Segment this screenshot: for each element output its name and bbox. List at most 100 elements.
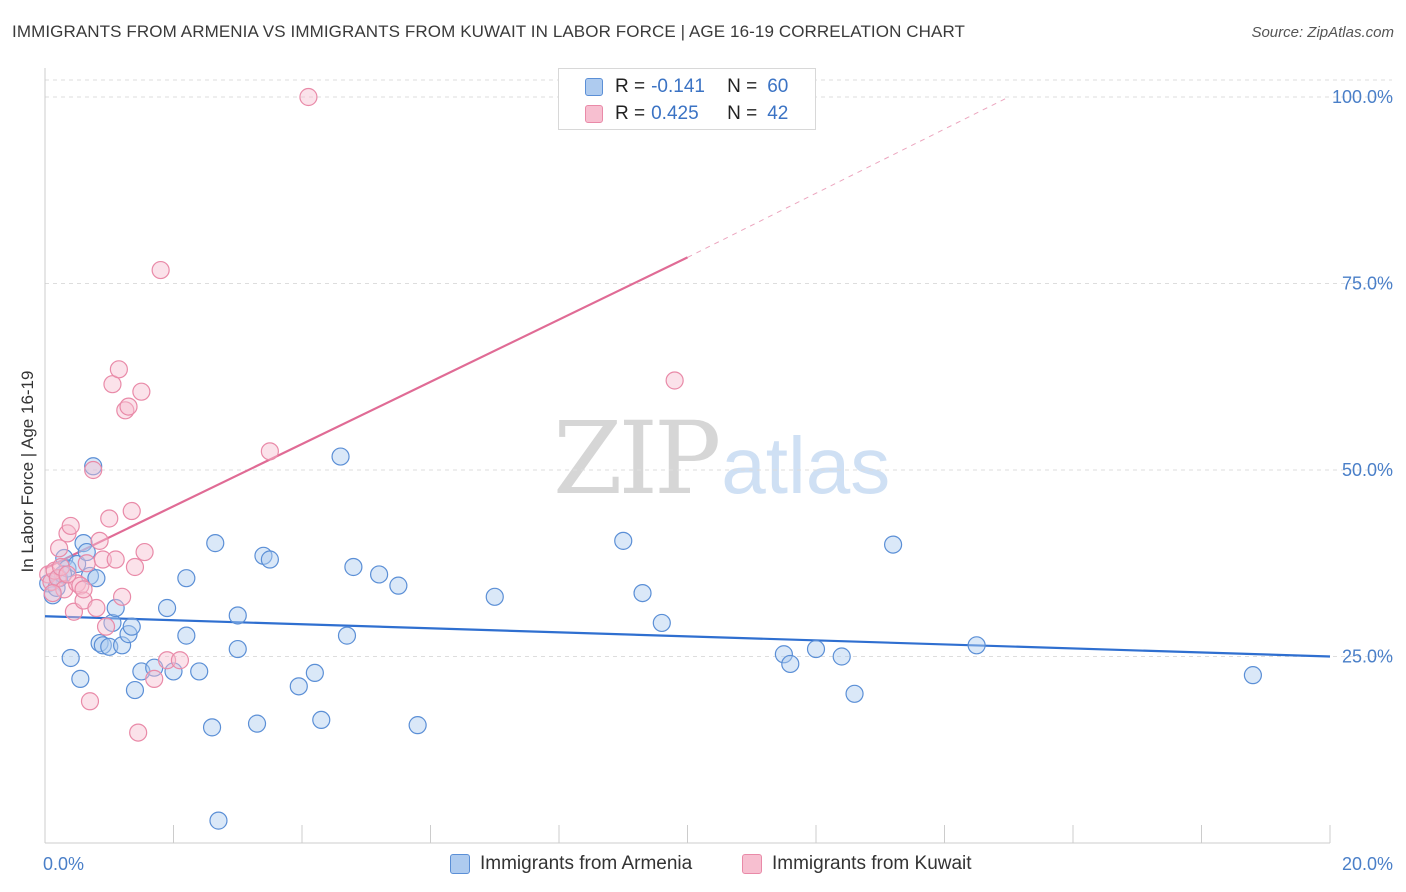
kuwait-point: [90, 531, 109, 550]
armenia-points: [39, 447, 1263, 830]
armenia-point: [832, 647, 851, 666]
armenia-point: [177, 569, 196, 588]
kuwait-point: [157, 651, 177, 670]
armenia-point: [202, 718, 222, 737]
kuwait-point: [50, 539, 69, 558]
kuwait-point: [96, 617, 116, 636]
armenia-point: [93, 636, 112, 655]
grid-lines: [45, 79, 1392, 657]
armenia-point: [408, 716, 427, 735]
kuwait-point: [93, 550, 112, 569]
armenia-point: [344, 557, 363, 577]
armenia-point: [157, 598, 177, 618]
armenia-point: [774, 645, 793, 664]
kuwait-point: [74, 580, 93, 599]
armenia-point: [87, 569, 106, 588]
series-swatch-armenia: [450, 854, 470, 874]
kuwait-point: [106, 550, 125, 569]
kuwait-point: [125, 557, 145, 577]
kuwait-n-value: 42: [767, 103, 789, 124]
kuwait-n-label: N =: [727, 103, 758, 124]
y-tick-label: 75.0%: [1342, 274, 1393, 294]
x-tick-label: 20.0%: [1342, 854, 1393, 874]
armenia-point: [90, 633, 109, 653]
armenia-point: [967, 636, 986, 655]
armenia-swatch: [585, 78, 603, 96]
armenia-point: [190, 662, 209, 681]
armenia-point: [164, 662, 183, 681]
chart-title: IMMIGRANTS FROM ARMENIA VS IMMIGRANTS FR…: [12, 22, 966, 41]
armenia-r-label: R =: [615, 76, 646, 97]
armenia-point: [71, 669, 90, 688]
kuwait-point: [665, 371, 684, 390]
armenia-point: [485, 587, 504, 606]
armenia-point: [633, 583, 652, 603]
armenia-point: [370, 565, 389, 584]
armenia-point: [228, 606, 247, 625]
armenia-trend-line: [44, 615, 1331, 658]
kuwait-point: [132, 382, 151, 401]
armenia-point: [845, 684, 864, 703]
kuwait-r-label: R =: [615, 103, 646, 124]
kuwait-point: [100, 509, 119, 528]
kuwait-point: [151, 260, 170, 280]
x-tick-label: 0.0%: [43, 854, 84, 874]
watermark: ZIPatlas: [553, 400, 890, 517]
kuwait-point: [109, 360, 128, 379]
armenia-point: [614, 531, 633, 550]
series-label-armenia: Immigrants from Armenia: [480, 853, 693, 874]
kuwait-points: [39, 87, 684, 742]
kuwait-point: [299, 87, 318, 107]
legend-row-kuwait: R = 0.425 N = 42: [585, 102, 788, 126]
kuwait-point: [77, 554, 96, 573]
kuwait-point: [145, 669, 164, 688]
armenia-point: [289, 677, 308, 696]
armenia-r-value: -0.141: [651, 76, 705, 97]
armenia-point: [61, 648, 80, 668]
armenia-n-label: N =: [727, 76, 758, 97]
armenia-point: [806, 639, 826, 659]
kuwait-point: [80, 692, 100, 711]
y-tick-label: 50.0%: [1342, 460, 1393, 480]
kuwait-point: [119, 397, 138, 416]
kuwait-r-value: 0.425: [651, 103, 699, 124]
armenia-point: [1243, 666, 1263, 685]
y-tick-label: 100.0%: [1332, 87, 1393, 107]
kuwait-point: [51, 557, 71, 577]
kuwait-swatch: [585, 105, 603, 123]
series-swatch-kuwait: [742, 854, 762, 874]
armenia-point: [389, 576, 408, 595]
kuwait-point: [170, 651, 190, 670]
armenia-point: [247, 714, 267, 733]
kuwait-trend-line: [44, 256, 688, 570]
kuwait-point: [43, 583, 62, 603]
armenia-point: [337, 626, 357, 645]
kuwait-point: [84, 460, 103, 480]
series-label-kuwait: Immigrants from Kuwait: [772, 853, 972, 874]
kuwait-point: [135, 542, 154, 562]
armenia-point: [883, 535, 903, 554]
armenia-point: [112, 636, 132, 655]
kuwait-point: [61, 516, 80, 536]
kuwait-point: [58, 565, 77, 584]
kuwait-point: [87, 598, 106, 618]
armenia-point: [260, 550, 279, 569]
armenia-point: [177, 626, 196, 645]
watermark-atlas: atlas: [721, 421, 891, 510]
axes: [44, 68, 1331, 844]
armenia-point: [206, 534, 225, 553]
kuwait-point: [129, 723, 148, 742]
armenia-point: [122, 617, 141, 636]
armenia-point: [781, 654, 800, 674]
source-label: Source: ZipAtlas.com: [1251, 24, 1394, 41]
watermark-zip: ZIP: [553, 400, 721, 517]
series-legend-kuwait: Immigrants from Kuwait: [742, 852, 972, 876]
legend-row-armenia: R = -0.141 N = 60: [585, 75, 788, 99]
trend-lines: [44, 96, 1331, 658]
armenia-point: [106, 598, 125, 618]
armenia-point: [125, 680, 145, 700]
armenia-n-value: 60: [767, 76, 789, 97]
kuwait-point: [260, 442, 279, 461]
armenia-point: [331, 447, 350, 466]
